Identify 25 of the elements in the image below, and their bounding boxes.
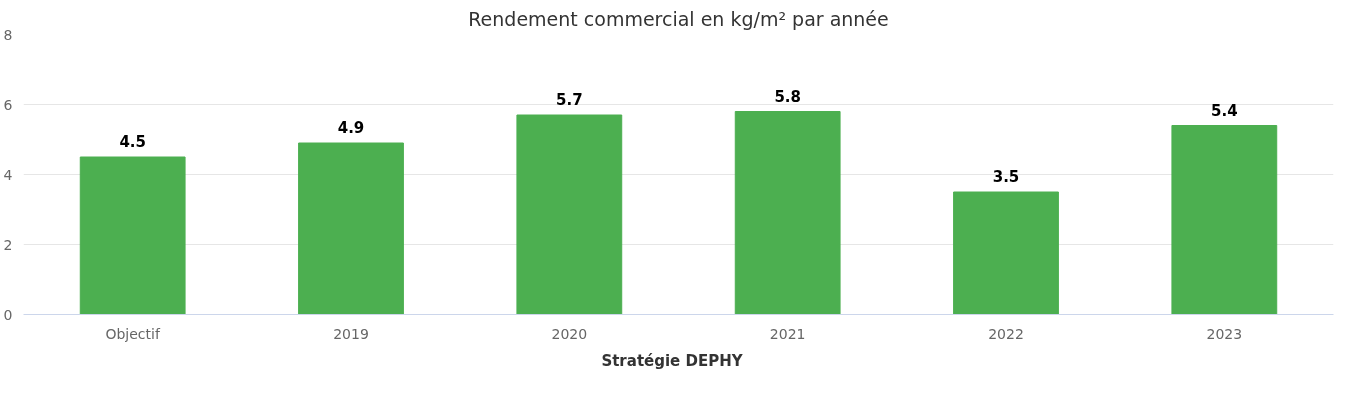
y-tick-label: 0 [3, 306, 13, 323]
bar [734, 111, 841, 315]
x-tick-label: 2023 [1206, 325, 1243, 342]
data-label: 5.7 [556, 91, 583, 109]
y-tick-label: 2 [3, 236, 13, 253]
y-tick-label: 4 [3, 166, 13, 183]
data-label: 4.9 [337, 119, 365, 137]
text: Stratégie DEPHY [601, 352, 743, 370]
bar [1171, 125, 1278, 315]
bar [79, 156, 186, 315]
data-label: 5.4 [1211, 101, 1238, 120]
bar [953, 191, 1059, 315]
x-tick-label: 2021 [769, 325, 806, 342]
x-tick-label: Objectif [105, 325, 161, 342]
bar [516, 114, 623, 315]
x-tick-label: 2022 [988, 325, 1024, 342]
data-label: 5.8 [774, 87, 801, 106]
x-tick-label: 2020 [551, 325, 588, 342]
bar [298, 142, 404, 315]
x-tick-label: 2019 [333, 325, 369, 342]
y-tick-label: 8 [3, 26, 13, 43]
data-label: 3.5 [992, 168, 1020, 186]
y-tick-label: 6 [3, 96, 13, 113]
chart-title: Rendement commercial en kg/m² par année [468, 7, 889, 30]
data-label: 4.5 [119, 133, 146, 151]
